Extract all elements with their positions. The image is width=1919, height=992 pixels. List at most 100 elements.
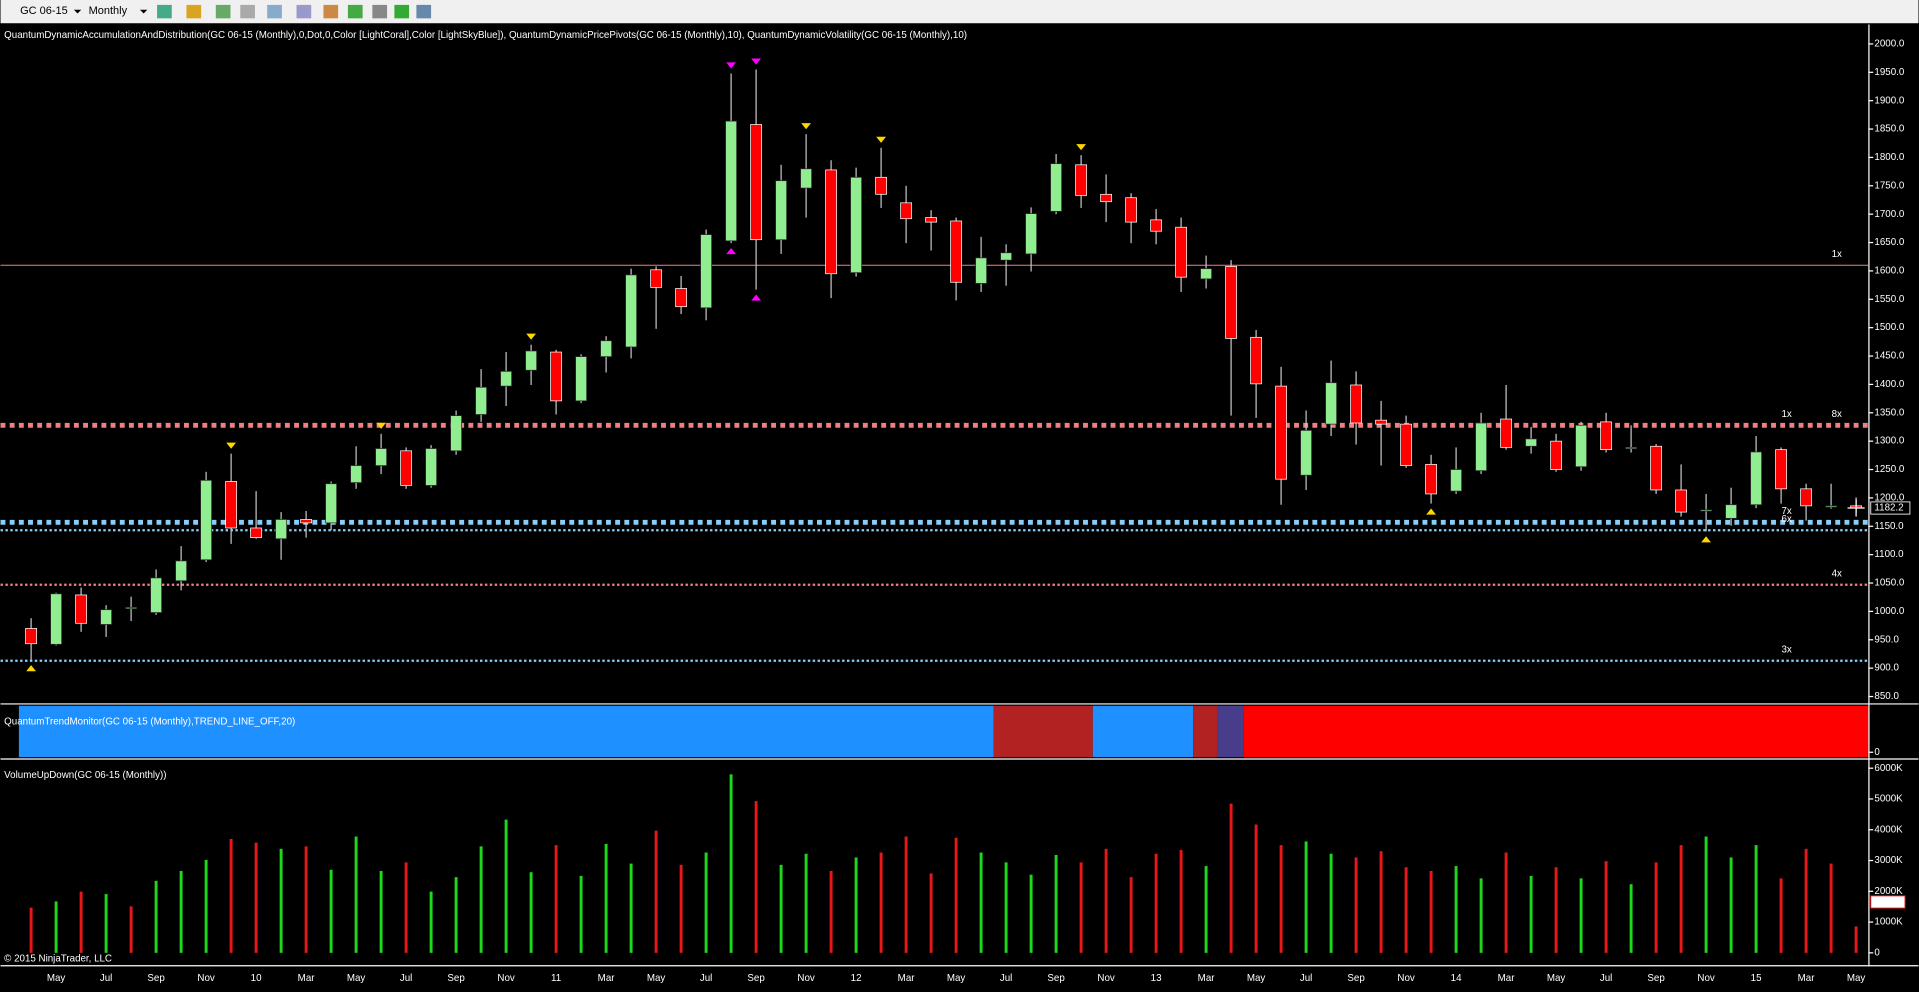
level-label: 8x <box>1832 409 1842 420</box>
x-tick-label: 13 <box>1151 973 1162 984</box>
candle-body <box>1525 438 1537 447</box>
last-price-box <box>1870 501 1911 515</box>
volume-bar <box>454 877 458 953</box>
trend-band <box>18 705 994 758</box>
candle-body <box>1175 226 1187 278</box>
trend-panel-title: QuantumTrendMonitor(GC 06-15 (Monthly),T… <box>4 716 295 727</box>
level-label: 1x <box>1781 409 1791 420</box>
volume-bar <box>1729 857 1733 953</box>
pivot-high-marker <box>801 123 811 130</box>
volume-bar <box>129 906 133 953</box>
y-tick-label: 1350.0 <box>1874 407 1904 418</box>
tabs-button[interactable] <box>416 4 432 19</box>
candle-body <box>1675 489 1687 513</box>
volume-bar <box>29 907 33 953</box>
volume-bar <box>704 852 708 953</box>
trend-band <box>1217 705 1244 758</box>
indicators-button[interactable] <box>323 4 339 19</box>
x-tick-label: 15 <box>1751 973 1762 984</box>
candle-body <box>1375 419 1387 425</box>
pivot-low-marker <box>1426 508 1436 515</box>
candle-body <box>1000 252 1012 261</box>
candle-body <box>625 274 637 348</box>
volume-bar <box>1354 857 1358 953</box>
volume-bar <box>904 836 908 953</box>
snapshot-button[interactable] <box>394 4 410 19</box>
bar-type-button[interactable] <box>157 4 172 19</box>
candle-body <box>350 465 362 483</box>
y-tick-label: 1400.0 <box>1874 379 1904 390</box>
volume-bar <box>1429 870 1433 953</box>
candle-body <box>1300 430 1312 476</box>
x-tick-label: May <box>47 973 66 984</box>
candle-body <box>250 527 262 538</box>
instrument-selector[interactable]: GC 06-15 <box>20 5 68 17</box>
y-tick-label: 1600.0 <box>1874 265 1904 276</box>
trend-band <box>1193 705 1218 758</box>
cursor-button[interactable] <box>267 4 282 19</box>
volume-bar <box>1329 853 1333 953</box>
candle-body <box>1350 384 1362 424</box>
candle-body <box>1575 424 1587 468</box>
dropdown-arrow <box>73 9 82 14</box>
volume-bar <box>1254 824 1258 953</box>
data-box-button[interactable] <box>296 4 312 19</box>
candle-body <box>1600 421 1612 451</box>
x-tick-label: Sep <box>147 973 165 984</box>
candle-body <box>1050 163 1062 212</box>
volume-bar <box>1279 845 1283 953</box>
candle-body <box>75 594 87 624</box>
last-price-label: 1182.2 <box>1874 503 1903 514</box>
volume-bar <box>879 852 883 953</box>
volume-bar <box>1229 803 1233 953</box>
toolbar: GC 06-15 Monthly <box>0 0 1919 24</box>
x-tick-label: Nov <box>197 973 214 984</box>
candle-body <box>25 628 37 645</box>
pivot-high-marker <box>1076 144 1086 151</box>
x-tick-label: Sep <box>1647 973 1665 984</box>
y-tick-label: 900.0 <box>1874 663 1899 674</box>
properties-button[interactable] <box>372 4 388 19</box>
pivot-low-marker <box>26 665 36 672</box>
volume-bar <box>229 838 233 953</box>
candle-body <box>1075 164 1087 196</box>
zoom-out-button[interactable] <box>240 4 255 19</box>
y-tick-label: 2000.0 <box>1874 39 1904 50</box>
y-tick-label: 1000.0 <box>1874 606 1904 617</box>
period-selector[interactable]: Monthly <box>89 5 128 17</box>
x-tick-label: May <box>347 973 366 984</box>
candle-body <box>975 257 987 284</box>
candle-body <box>400 450 412 486</box>
volume-bar <box>1629 884 1633 953</box>
candle-body <box>925 217 937 223</box>
candle-body <box>950 220 962 283</box>
draw-button[interactable] <box>186 4 202 19</box>
volume-bar <box>1854 926 1858 953</box>
volume-bar <box>1079 862 1083 953</box>
zoom-in-button[interactable] <box>215 4 231 19</box>
volume-bar <box>404 862 408 953</box>
volume-bar <box>1029 874 1033 953</box>
volume-bar <box>1654 862 1658 953</box>
volume-bar <box>604 843 608 953</box>
x-tick-label: Mar <box>298 973 316 984</box>
volume-bar <box>554 845 558 953</box>
volume-bar <box>1754 845 1758 953</box>
y-tick-label: 1550.0 <box>1874 294 1904 305</box>
strategies-button[interactable] <box>347 4 363 19</box>
level-label: 4x <box>1832 568 1842 579</box>
candle-body <box>325 483 337 524</box>
pivot-low-marker <box>1701 536 1711 543</box>
volume-bar <box>329 869 333 953</box>
volume-bar <box>1829 863 1833 953</box>
candle-body <box>150 577 162 613</box>
candle-body <box>1825 505 1837 508</box>
level-label: 3x <box>1781 644 1791 655</box>
x-tick-label: Mar <box>1198 973 1216 984</box>
candle-body <box>675 288 687 308</box>
x-tick-label: Jul <box>700 973 712 984</box>
volume-bar <box>1404 867 1408 953</box>
x-tick-label: Sep <box>1047 973 1065 984</box>
